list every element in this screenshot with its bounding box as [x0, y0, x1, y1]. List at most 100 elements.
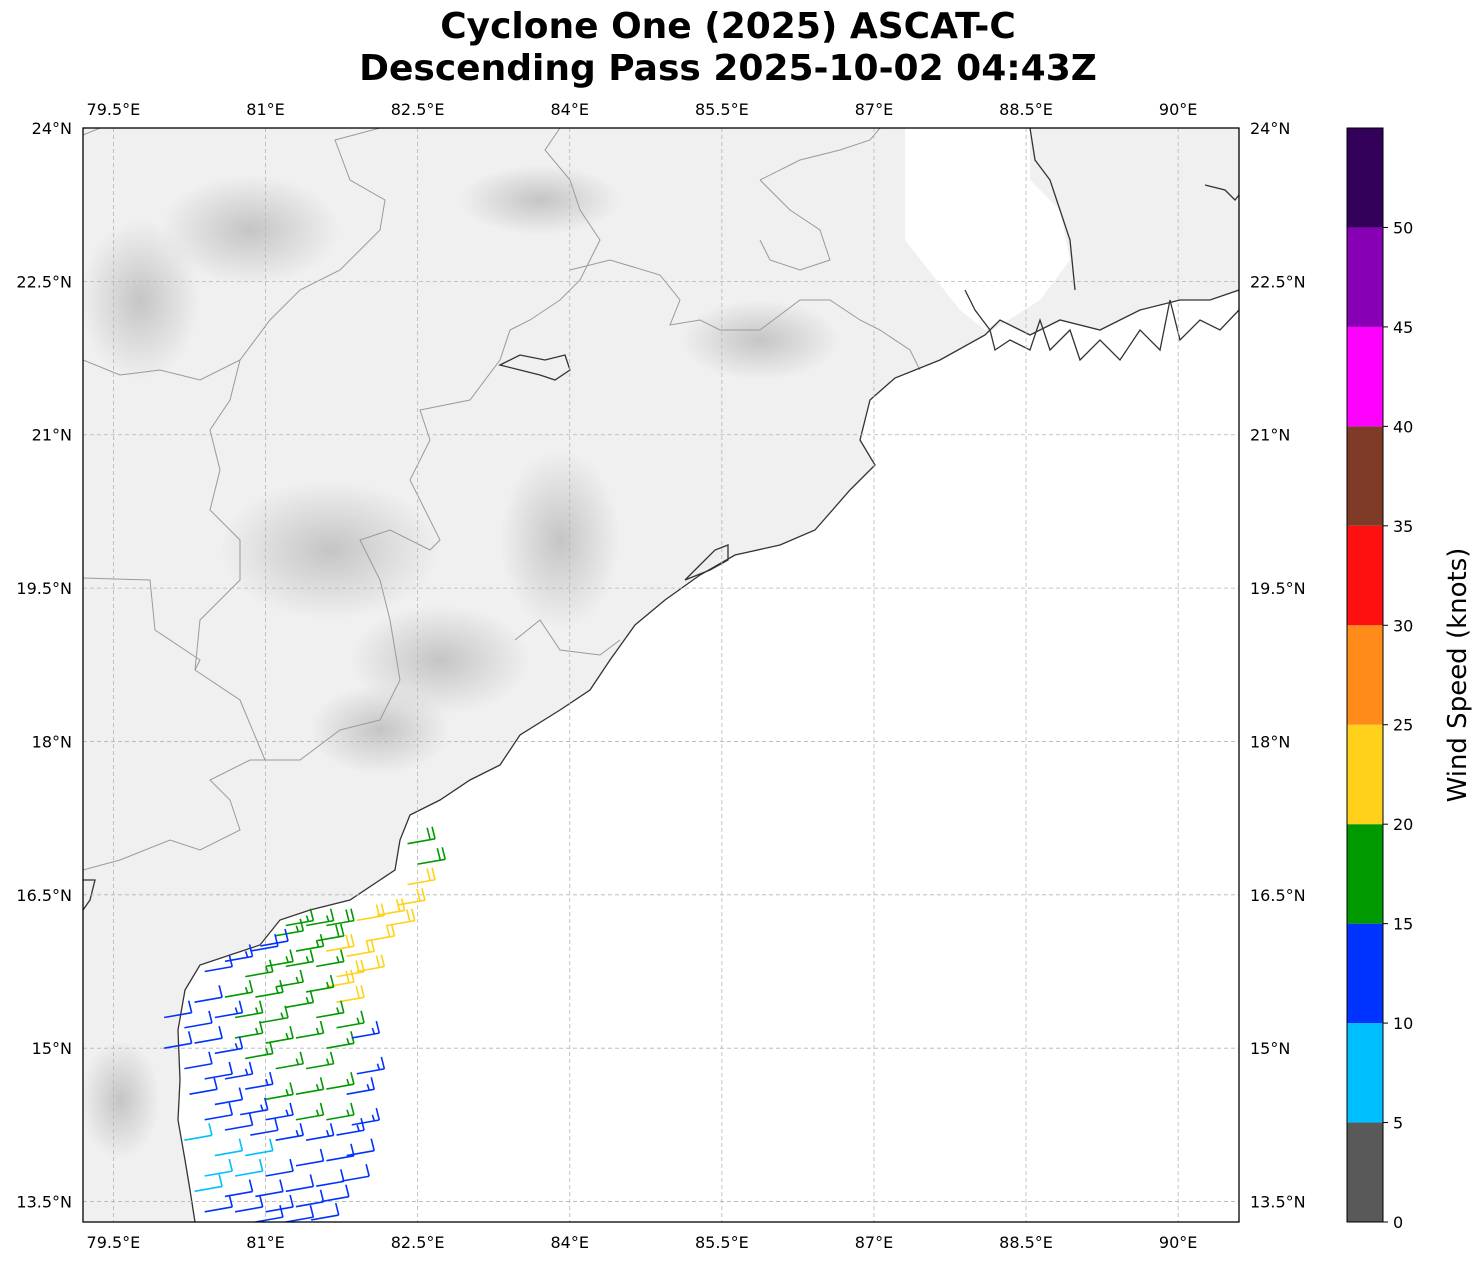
wind-barb [204, 1061, 234, 1080]
wind-barb [305, 1051, 335, 1070]
lon-tick-label: 81°E [246, 1233, 284, 1252]
wind-barb [295, 933, 325, 952]
wind-barb [316, 1000, 345, 1019]
lon-tick-label: 84°E [551, 1233, 589, 1252]
colorbar-bin [1347, 1122, 1383, 1222]
wind-barb [295, 1102, 325, 1121]
wind-barb [285, 990, 315, 1009]
wind-barb [295, 1077, 325, 1095]
wind-barb [346, 1138, 375, 1157]
colorbar: 0 5 10 15 20 25 30 35 40 45 50 [1346, 127, 1413, 1232]
lon-tick-label: 79.5°E [87, 100, 141, 119]
wind-barb [336, 959, 365, 978]
colorbar-tick-label: 40 [1393, 417, 1413, 436]
lat-labels-left: 24°N 22.5°N 21°N 19.5°N 18°N 16.5°N 15°N 13.5°N [16, 119, 72, 1212]
wind-barb [351, 1107, 381, 1126]
wind-barb [407, 826, 436, 845]
wind-barb [295, 1189, 325, 1208]
wind-barb [163, 1031, 193, 1049]
wind-barb [326, 969, 355, 988]
wind-barb [305, 908, 335, 927]
wind-barb [265, 1082, 294, 1101]
lat-tick-label: 22.5°N [1250, 272, 1306, 291]
wind-barb [295, 1148, 325, 1167]
lon-tick-label: 87°E [855, 100, 893, 119]
lat-tick-label: 15°N [32, 1039, 72, 1058]
lat-tick-label: 22.5°N [16, 272, 72, 291]
wind-barb [275, 1123, 305, 1141]
colorbar-bin [1347, 128, 1383, 228]
wind-barb [316, 1169, 345, 1188]
colorbar-tick-label: 0 [1393, 1213, 1403, 1232]
wind-barb [214, 1138, 244, 1157]
wind-barb [234, 1000, 264, 1019]
wind-barb [184, 1051, 213, 1070]
wind-barb [285, 908, 315, 927]
wind-barb [351, 1020, 381, 1039]
wind-barb [321, 1184, 350, 1203]
wind-barb [275, 918, 305, 937]
lat-tick-label: 21°N [1250, 426, 1290, 445]
wind-barb [356, 954, 386, 973]
wind-barb [326, 1102, 355, 1121]
colorbar-tick-label: 30 [1393, 616, 1413, 635]
lat-tick-label: 13.5°N [16, 1193, 72, 1212]
terrain-shading [83, 165, 840, 1160]
lon-tick-label: 88.5°E [999, 1233, 1053, 1252]
wind-barb [204, 1194, 234, 1213]
colorbar-tick-label: 45 [1393, 318, 1413, 337]
lon-tick-label: 87°E [855, 1233, 893, 1252]
wind-barb [326, 933, 355, 952]
colorbar-bin [1347, 824, 1383, 924]
wind-barb [275, 969, 305, 988]
lat-tick-label: 16.5°N [1250, 886, 1306, 905]
colorbar-bin [1347, 426, 1383, 526]
colorbar-bin [1347, 326, 1383, 427]
wind-barb [285, 1174, 315, 1193]
wind-barb [265, 1194, 294, 1213]
wind-barb [285, 1204, 315, 1222]
wind-barb [245, 1138, 274, 1157]
map-area [83, 128, 1239, 1222]
lat-tick-label: 19.5°N [16, 579, 72, 598]
wind-barb [356, 903, 386, 922]
wind-barb [336, 1118, 365, 1136]
lon-tick-label: 90°E [1159, 100, 1197, 119]
wind-barb [189, 1077, 218, 1095]
wind-barb [255, 980, 284, 998]
lon-tick-label: 85.5°E [695, 1233, 749, 1252]
wind-barb [245, 1072, 274, 1090]
lon-tick-label: 82.5°E [391, 1233, 445, 1252]
colorbar-tick-label: 10 [1393, 1014, 1413, 1033]
wind-barb [255, 1204, 284, 1222]
wind-barb [356, 1056, 386, 1075]
lat-tick-label: 16.5°N [16, 886, 72, 905]
wind-barb [194, 985, 223, 1003]
wind-barb [194, 1026, 223, 1044]
wind-barb [234, 1194, 264, 1213]
colorbar-tick-label: 50 [1393, 218, 1413, 237]
lat-tick-label: 18°N [32, 732, 72, 751]
lon-tick-label: 84°E [551, 100, 589, 119]
wind-barb [346, 939, 375, 957]
colorbar-tick-label: 20 [1393, 815, 1413, 834]
state-boundaries [83, 128, 921, 871]
lat-labels-right: 24°N 22.5°N 21°N 19.5°N 18°N 16.5°N 15°N 13.5°N [1250, 119, 1306, 1212]
colorbar-bin [1347, 1023, 1383, 1123]
colorbar-bin [1347, 227, 1383, 327]
colorbar-tick-label: 35 [1393, 517, 1413, 536]
coastline [83, 128, 1239, 1222]
map-frame [82, 127, 1240, 1223]
wind-barb [311, 1202, 340, 1221]
wind-barb [234, 1158, 264, 1177]
colorbar-tick-label: 15 [1393, 915, 1413, 934]
wind-barb [265, 949, 294, 968]
wind-barb [326, 1072, 355, 1090]
land-mass [83, 128, 1239, 1222]
colorbar-label: Wind Speed (knots) [1443, 548, 1473, 803]
wind-barb [265, 1102, 294, 1121]
wind-barb [224, 1112, 254, 1131]
lat-tick-label: 15°N [1250, 1039, 1290, 1058]
wind-barb [184, 1010, 213, 1029]
